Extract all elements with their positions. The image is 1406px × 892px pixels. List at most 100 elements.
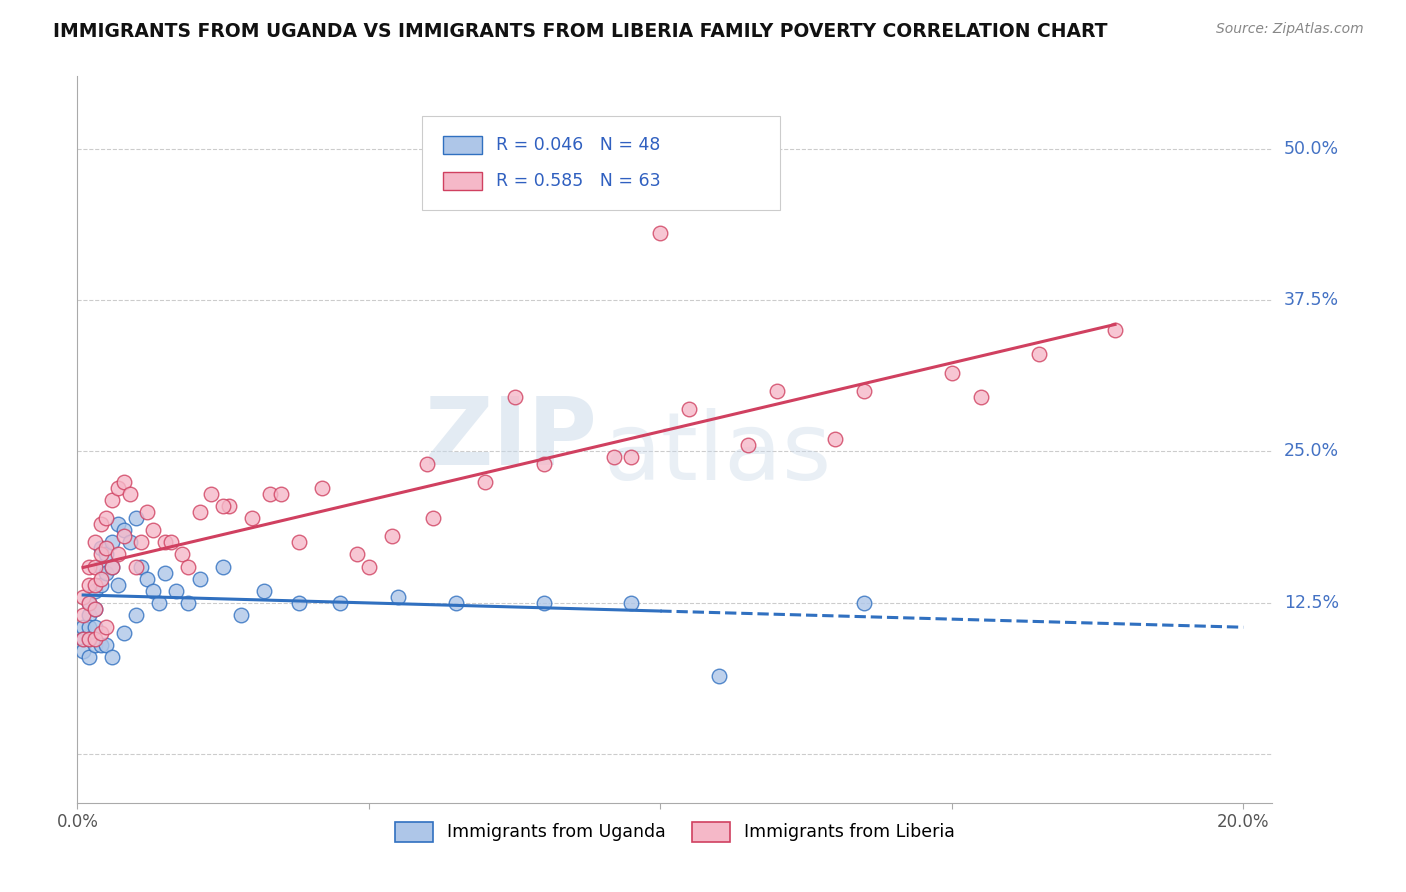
Point [72, 590, 94, 604]
Text: ZIP: ZIP [425, 393, 598, 485]
Point [229, 607, 252, 622]
Point [72, 620, 94, 634]
Point [112, 529, 135, 543]
Point [72, 644, 94, 658]
Point [131, 535, 153, 549]
Point [107, 517, 129, 532]
Point [329, 596, 352, 610]
Point [678, 402, 700, 417]
Point [148, 596, 170, 610]
Point [118, 535, 141, 549]
Point [941, 366, 963, 380]
Point [212, 499, 235, 513]
Point [90, 626, 112, 640]
Text: Source: ZipAtlas.com: Source: ZipAtlas.com [1216, 22, 1364, 37]
Point [83, 602, 105, 616]
Point [218, 499, 240, 513]
Point [136, 505, 159, 519]
Point [346, 548, 368, 562]
Point [288, 596, 311, 610]
Point [853, 384, 876, 398]
Point [96, 620, 118, 634]
Text: R = 0.585   N = 63: R = 0.585 N = 63 [496, 172, 661, 190]
Point [101, 650, 124, 665]
Point [112, 523, 135, 537]
Point [83, 578, 105, 592]
Point [83, 632, 105, 647]
Point [90, 517, 112, 532]
Point [446, 596, 468, 610]
Point [77, 559, 100, 574]
Point [240, 511, 263, 525]
Point [77, 596, 100, 610]
Point [270, 487, 292, 501]
Point [72, 607, 94, 622]
Point [707, 668, 730, 682]
Point [77, 632, 100, 647]
Point [124, 607, 146, 622]
Point [77, 596, 100, 610]
Point [96, 511, 118, 525]
Text: 50.0%: 50.0% [1284, 139, 1339, 158]
Point [101, 559, 124, 574]
Point [83, 559, 105, 574]
Point [1104, 323, 1126, 337]
Point [533, 596, 555, 610]
Point [77, 578, 100, 592]
Point [153, 566, 176, 580]
Point [107, 481, 129, 495]
Point [101, 559, 124, 574]
Point [737, 438, 759, 452]
Point [422, 511, 444, 525]
Text: 37.5%: 37.5% [1284, 291, 1339, 309]
Point [90, 541, 112, 556]
Point [77, 650, 100, 665]
Point [259, 487, 281, 501]
Point [77, 607, 100, 622]
Point [96, 638, 118, 652]
Point [83, 602, 105, 616]
Point [853, 596, 876, 610]
Point [153, 535, 176, 549]
Point [90, 578, 112, 592]
Point [159, 535, 181, 549]
Point [533, 457, 555, 471]
Point [188, 572, 211, 586]
Point [288, 535, 311, 549]
Point [970, 390, 993, 404]
Point [112, 475, 135, 489]
Point [142, 523, 165, 537]
Point [118, 487, 141, 501]
Point [357, 559, 380, 574]
Point [620, 596, 643, 610]
Point [212, 559, 235, 574]
Point [165, 583, 187, 598]
Point [124, 559, 146, 574]
Point [96, 541, 118, 556]
Text: atlas: atlas [603, 408, 831, 500]
Point [77, 620, 100, 634]
Point [90, 572, 112, 586]
Point [72, 632, 94, 647]
Point [90, 548, 112, 562]
Point [136, 572, 159, 586]
Point [90, 638, 112, 652]
Point [112, 626, 135, 640]
Text: 12.5%: 12.5% [1284, 594, 1339, 612]
Point [381, 529, 404, 543]
Point [200, 487, 222, 501]
Point [96, 566, 118, 580]
Legend: Immigrants from Uganda, Immigrants from Liberia: Immigrants from Uganda, Immigrants from … [388, 814, 962, 848]
Point [620, 450, 643, 465]
Point [824, 433, 846, 447]
Point [72, 632, 94, 647]
Point [188, 505, 211, 519]
Point [124, 511, 146, 525]
Text: R = 0.046   N = 48: R = 0.046 N = 48 [496, 136, 661, 154]
Point [311, 481, 333, 495]
Point [101, 535, 124, 549]
Point [602, 450, 624, 465]
Point [83, 535, 105, 549]
Point [416, 457, 439, 471]
Point [142, 583, 165, 598]
